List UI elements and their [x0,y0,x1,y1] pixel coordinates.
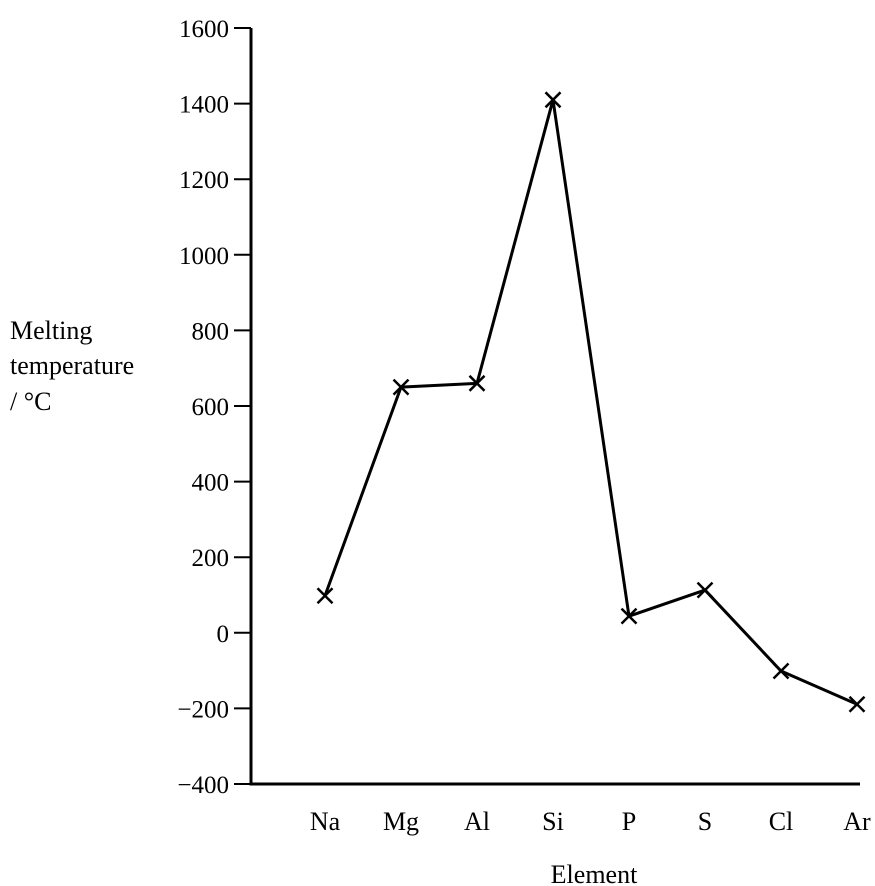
data-point-marker [468,374,486,392]
x-category-label: Mg [383,807,419,836]
y-tick-label: 1200 [179,167,229,194]
data-point-marker [392,378,410,396]
data-point-marker [848,695,866,713]
x-category-label: Cl [769,807,794,836]
marker-stroke [392,378,410,396]
marker-stroke [620,607,638,625]
y-tick-label: 600 [192,394,230,421]
y-axis-title-line-1: Melting [10,316,92,345]
data-point-marker [620,607,638,625]
x-category-labels: Na Mg Al Si P S Cl Ar [310,807,871,836]
marker-stroke [848,695,866,713]
data-point-marker [316,587,334,605]
marker-stroke [544,91,562,109]
y-ticks: 1600 1400 1200 1000 800 600 400 200 0 −200 −400 [177,16,251,799]
x-category-label: Na [310,807,341,836]
x-category-label: Ar [843,807,871,836]
x-category-label: S [698,807,712,836]
x-axis-title: Element [551,860,638,886]
y-tick-label: 800 [192,318,230,345]
y-tick-label: 200 [192,545,230,572]
y-axis-title: Melting temperature / °C [10,316,134,416]
series-line [323,98,858,706]
marker-stroke [696,581,714,599]
data-point-marker [772,662,790,680]
data-point-marker [544,91,562,109]
series [316,91,866,713]
y-axis-title-line-3: / °C [10,387,51,416]
y-axis-title-line-2: temperature [10,351,134,380]
marker-stroke [316,587,334,605]
y-tick-label: 400 [192,470,230,497]
marker-stroke [772,662,790,680]
x-category-label: Al [464,807,490,836]
y-tick-label: 1400 [179,92,229,119]
axes [249,28,860,786]
x-category-label: Si [542,807,564,836]
marker-stroke [468,374,486,392]
data-point-marker [696,581,714,599]
y-tick-label: 1600 [179,16,229,43]
y-tick-label: −400 [177,772,229,799]
y-tick-label: 0 [217,621,230,648]
y-tick-label: −200 [177,696,229,723]
x-category-label: P [622,807,636,836]
y-tick-label: 1000 [179,243,229,270]
